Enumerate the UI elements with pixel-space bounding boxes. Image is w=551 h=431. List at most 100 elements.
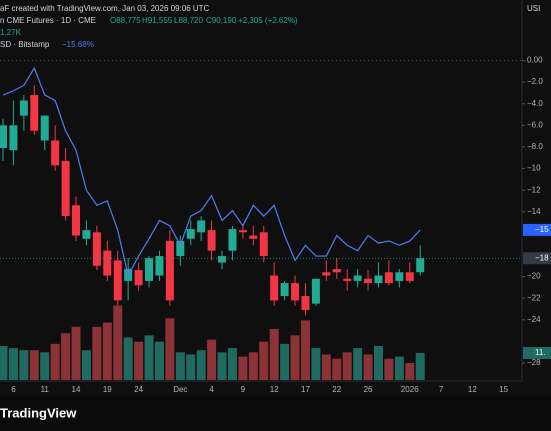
x-tick-label: 4 (209, 385, 214, 394)
volume-bar (196, 350, 206, 380)
y-tick-label: −24 (527, 315, 541, 324)
volume-bar (165, 318, 175, 380)
volume-bar (363, 354, 373, 380)
candle-body (72, 205, 81, 236)
candle-body (197, 220, 206, 233)
volume-bar (384, 358, 394, 380)
y-tick-label: −6.0 (527, 120, 543, 129)
candle-body (384, 272, 393, 284)
candle-body (134, 270, 143, 286)
volume-legend: 1.27K (0, 28, 22, 37)
candle-body (145, 258, 154, 281)
volume-bar (134, 341, 144, 380)
brand: TradingView (0, 405, 77, 420)
y-tick-label: −12 (527, 185, 541, 194)
volume-bar (321, 354, 331, 380)
x-tick-label: 19 (103, 385, 112, 394)
volume-bar (0, 345, 8, 380)
candle-body (270, 275, 279, 301)
candle-body (176, 240, 185, 257)
candle-body (207, 230, 216, 251)
volume-bar (342, 352, 352, 380)
volume-bar (269, 328, 279, 380)
volume-bar (300, 320, 310, 380)
candle-body (19, 100, 28, 116)
candle-body (343, 278, 352, 281)
volume-bar (144, 335, 154, 380)
currency: USI (527, 4, 540, 13)
volume-bar (29, 350, 39, 380)
x-tick-label: 6 (11, 385, 16, 394)
candle-body (61, 160, 70, 217)
candle-body (405, 272, 414, 281)
symbol: n CME Futures · 1D · CME (0, 16, 96, 25)
volume-bar (154, 341, 164, 380)
volume-bar (19, 350, 29, 380)
volume-bar (238, 356, 248, 380)
x-tick-label: 2026 (401, 385, 419, 394)
x-tick-label: 15 (499, 385, 508, 394)
candle-body (280, 283, 289, 297)
compare-line (2, 66, 421, 278)
volume-bar (8, 348, 18, 380)
volume-bar (71, 326, 81, 380)
volume-bar (217, 352, 227, 380)
ohlc-value: O88,775 (110, 16, 141, 25)
candle-body (30, 95, 39, 131)
candle-body (332, 269, 341, 273)
candle-body (291, 283, 300, 301)
candle-body (103, 250, 112, 276)
ohlc-value: H91,555 (142, 16, 173, 25)
volume-bar (102, 322, 112, 380)
volume-bar (259, 341, 269, 380)
candle-body (51, 140, 60, 166)
candle-body (228, 229, 237, 251)
volume-bar (373, 345, 383, 380)
candle-body (395, 272, 404, 281)
volume-bar (353, 348, 363, 380)
candle-body (259, 232, 268, 257)
volume-bar (248, 352, 258, 380)
close-label: −18 (535, 253, 549, 262)
candle-body (311, 278, 320, 304)
volume-bar (415, 352, 425, 380)
x-tick-label: 24 (134, 385, 143, 394)
candle-body (155, 256, 164, 276)
volume-bar (394, 356, 404, 380)
candle-body (416, 258, 425, 273)
x-tick-label: 26 (364, 385, 373, 394)
candle-body (218, 256, 227, 263)
y-tick-label: −22 (527, 293, 541, 302)
y-tick-label: −4.0 (527, 99, 543, 108)
candle-body (249, 235, 258, 239)
change: +2,305 (+2.62%) (238, 16, 298, 25)
volume-bar (290, 335, 300, 380)
candle-body (113, 260, 122, 301)
x-tick-label: Dec (173, 385, 187, 394)
candle-body (364, 278, 373, 284)
volume-label: 11. (535, 348, 546, 357)
volume-bar (311, 348, 321, 380)
compare-change: −15.68% (62, 40, 94, 49)
x-tick-label: 12 (270, 385, 279, 394)
ohlc-value: C90,190 (206, 16, 237, 25)
x-tick-label: 14 (72, 385, 81, 394)
volume-bar (92, 326, 102, 380)
volume-bar (40, 352, 50, 380)
volume-bar (227, 348, 237, 380)
y-tick-label: −20 (527, 272, 541, 281)
compare-label-bg (523, 223, 551, 236)
candle-body (353, 275, 362, 281)
x-tick-label: 17 (301, 385, 310, 394)
candle-body (0, 125, 7, 149)
candle-body (40, 115, 49, 141)
candle-body (301, 296, 310, 311)
footer (0, 396, 551, 431)
ohlc-value: L88,720 (174, 16, 203, 25)
x-tick-label: 11 (41, 385, 50, 394)
volume-bar (280, 343, 290, 380)
y-tick-label: −10 (527, 164, 541, 173)
y-tick-label: −2.0 (527, 77, 543, 86)
volume-bar (186, 354, 196, 380)
